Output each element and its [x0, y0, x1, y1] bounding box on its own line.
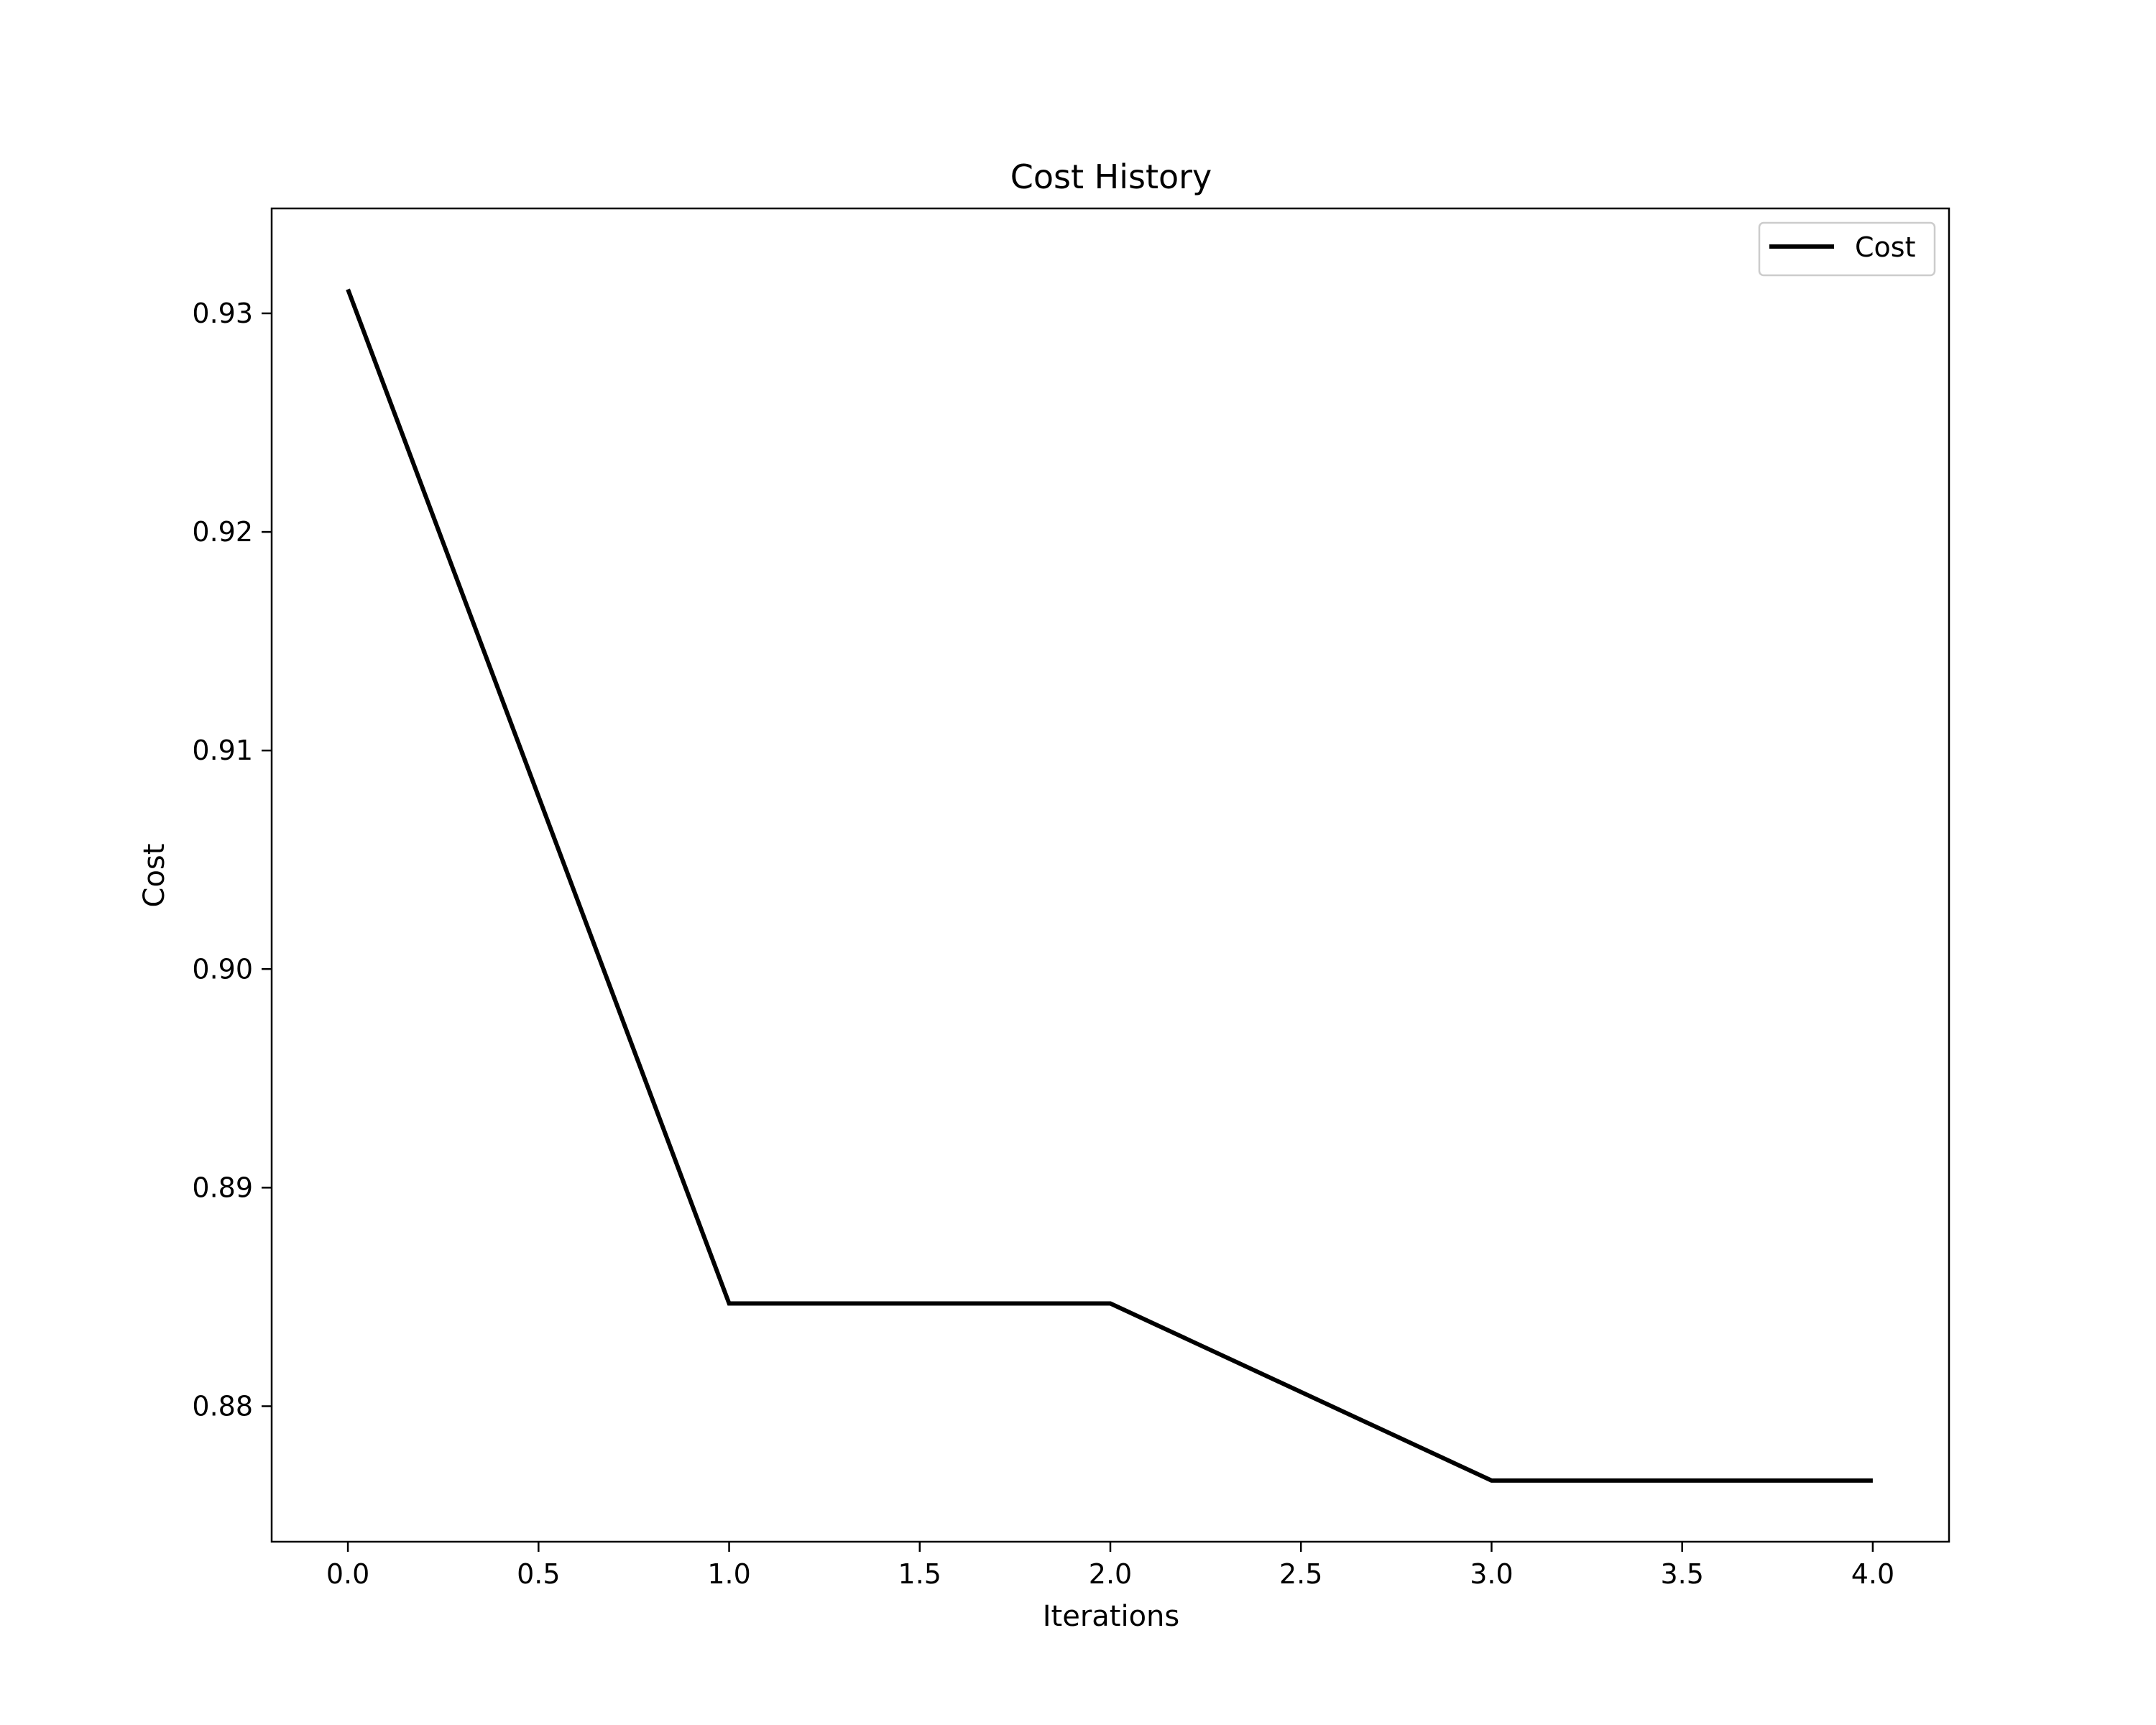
x-tick-label: 2.0	[1089, 1558, 1132, 1590]
x-axis-ticks: 0.0 0.5 1.0 1.5 2.0 2.5 3.0 3.5 4.0	[326, 1542, 1894, 1590]
y-tick-label: 0.89	[192, 1172, 253, 1203]
x-tick-label: 1.0	[707, 1558, 750, 1590]
y-tick-label: 0.92	[192, 516, 253, 548]
x-axis-title: Iterations	[1043, 1600, 1180, 1633]
series-layer	[346, 288, 1873, 1483]
y-tick-label: 0.91	[192, 735, 253, 766]
x-tick-label: 3.0	[1470, 1558, 1513, 1590]
y-axis-title: Cost	[138, 844, 171, 908]
y-axis-ticks: 0.88 0.89 0.90 0.91 0.92 0.93	[192, 298, 272, 1422]
x-tick-label: 1.5	[898, 1558, 941, 1590]
y-tick-label: 0.90	[192, 953, 253, 985]
y-tick-label: 0.88	[192, 1390, 253, 1422]
legend-box	[1758, 221, 1936, 277]
x-tick-label: 0.5	[517, 1558, 560, 1590]
plot-area	[272, 208, 1949, 1542]
x-tick-label: 0.0	[326, 1558, 369, 1590]
x-tick-label: 2.5	[1279, 1558, 1322, 1590]
chart-title: Cost History	[1010, 157, 1212, 196]
y-tick-label: 0.93	[192, 298, 253, 329]
x-tick-label: 4.0	[1851, 1558, 1894, 1590]
legend: Cost	[1758, 221, 1936, 277]
legend-label-cost: Cost	[1855, 231, 1915, 263]
x-tick-label: 3.5	[1660, 1558, 1703, 1590]
series-line-cost	[346, 288, 1873, 1483]
